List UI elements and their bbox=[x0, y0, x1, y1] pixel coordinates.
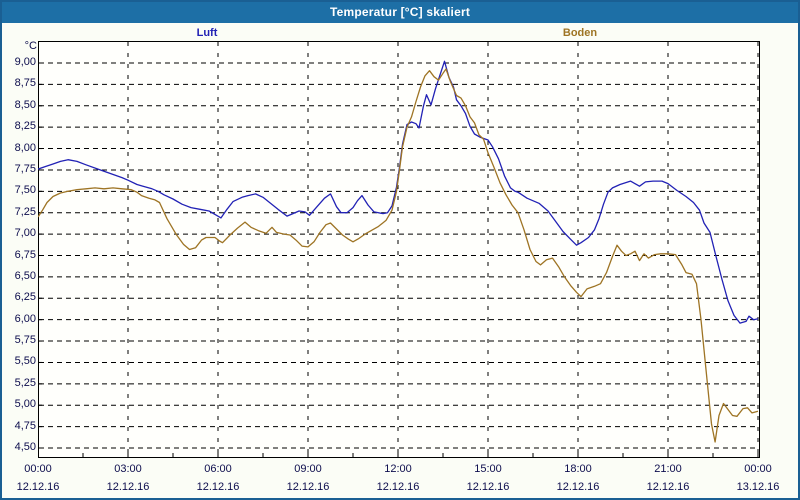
y-axis-tick-label: 6,00 bbox=[14, 313, 36, 325]
y-axis-tick-label: 8,25 bbox=[14, 120, 36, 132]
window-titlebar: Temperatur [°C] skaliert bbox=[2, 2, 798, 23]
y-axis-tick-label: 5,00 bbox=[14, 398, 36, 410]
y-axis-tick-label: 8,00 bbox=[14, 142, 36, 154]
y-axis-tick-label: 9,00 bbox=[14, 56, 36, 68]
x-axis-date-label: 12.12.16 bbox=[556, 481, 600, 493]
x-axis-time-label: 18:00 bbox=[564, 463, 592, 475]
x-axis-date-label: 12.12.16 bbox=[646, 481, 690, 493]
x-axis-time-label: 03:00 bbox=[114, 463, 142, 475]
x-axis-time-label: 00:00 bbox=[24, 463, 52, 475]
x-axis-time-label: 06:00 bbox=[204, 463, 232, 475]
window-title: Temperatur [°C] skaliert bbox=[329, 5, 471, 19]
x-axis-time-label: 00:00 bbox=[744, 463, 772, 475]
x-axis-time-label: 15:00 bbox=[474, 463, 502, 475]
y-axis-tick-label: 8,50 bbox=[14, 99, 36, 111]
y-axis-tick-label: 6,25 bbox=[14, 291, 36, 303]
y-axis-tick-label: 7,25 bbox=[14, 206, 36, 218]
x-axis-time-label: 21:00 bbox=[654, 463, 682, 475]
y-axis-tick-label: 4,75 bbox=[14, 420, 36, 432]
legend-item-boden: Boden bbox=[545, 27, 615, 41]
x-axis-time-label: 12:00 bbox=[384, 463, 412, 475]
y-axis-tick-label: 6,50 bbox=[14, 270, 36, 282]
y-axis-tick-label: 8,75 bbox=[14, 77, 36, 89]
x-axis-date-label: 12.12.16 bbox=[286, 481, 330, 493]
y-axis-tick-label: 6,75 bbox=[14, 249, 36, 261]
x-axis-date-label: 12.12.16 bbox=[196, 481, 240, 493]
temperature-chart bbox=[38, 41, 760, 458]
y-axis-unit-label: °C bbox=[24, 40, 37, 52]
x-axis-date-label: 12.12.16 bbox=[466, 481, 510, 493]
y-axis-tick-label: 7,00 bbox=[14, 227, 36, 239]
x-axis-time-label: 09:00 bbox=[294, 463, 322, 475]
x-axis-date-label: 12.12.16 bbox=[376, 481, 420, 493]
y-axis-tick-label: 7,50 bbox=[14, 184, 36, 196]
legend-label-luft: Luft bbox=[196, 27, 218, 39]
y-axis-tick-label: 4,50 bbox=[14, 441, 36, 453]
y-axis-tick-label: 5,50 bbox=[14, 355, 36, 367]
x-axis-date-label: 12.12.16 bbox=[16, 481, 60, 493]
y-axis-tick-label: 7,75 bbox=[14, 163, 36, 175]
boden-series-line bbox=[38, 68, 759, 443]
legend-label-boden: Boden bbox=[562, 27, 598, 39]
y-axis-tick-label: 5,25 bbox=[14, 377, 36, 389]
luft-series-line bbox=[38, 60, 759, 324]
x-axis-date-label: 13.12.16 bbox=[736, 481, 780, 493]
legend-item-luft: Luft bbox=[172, 27, 242, 41]
y-axis-tick-label: 5,75 bbox=[14, 334, 36, 346]
x-axis-date-label: 12.12.16 bbox=[106, 481, 150, 493]
